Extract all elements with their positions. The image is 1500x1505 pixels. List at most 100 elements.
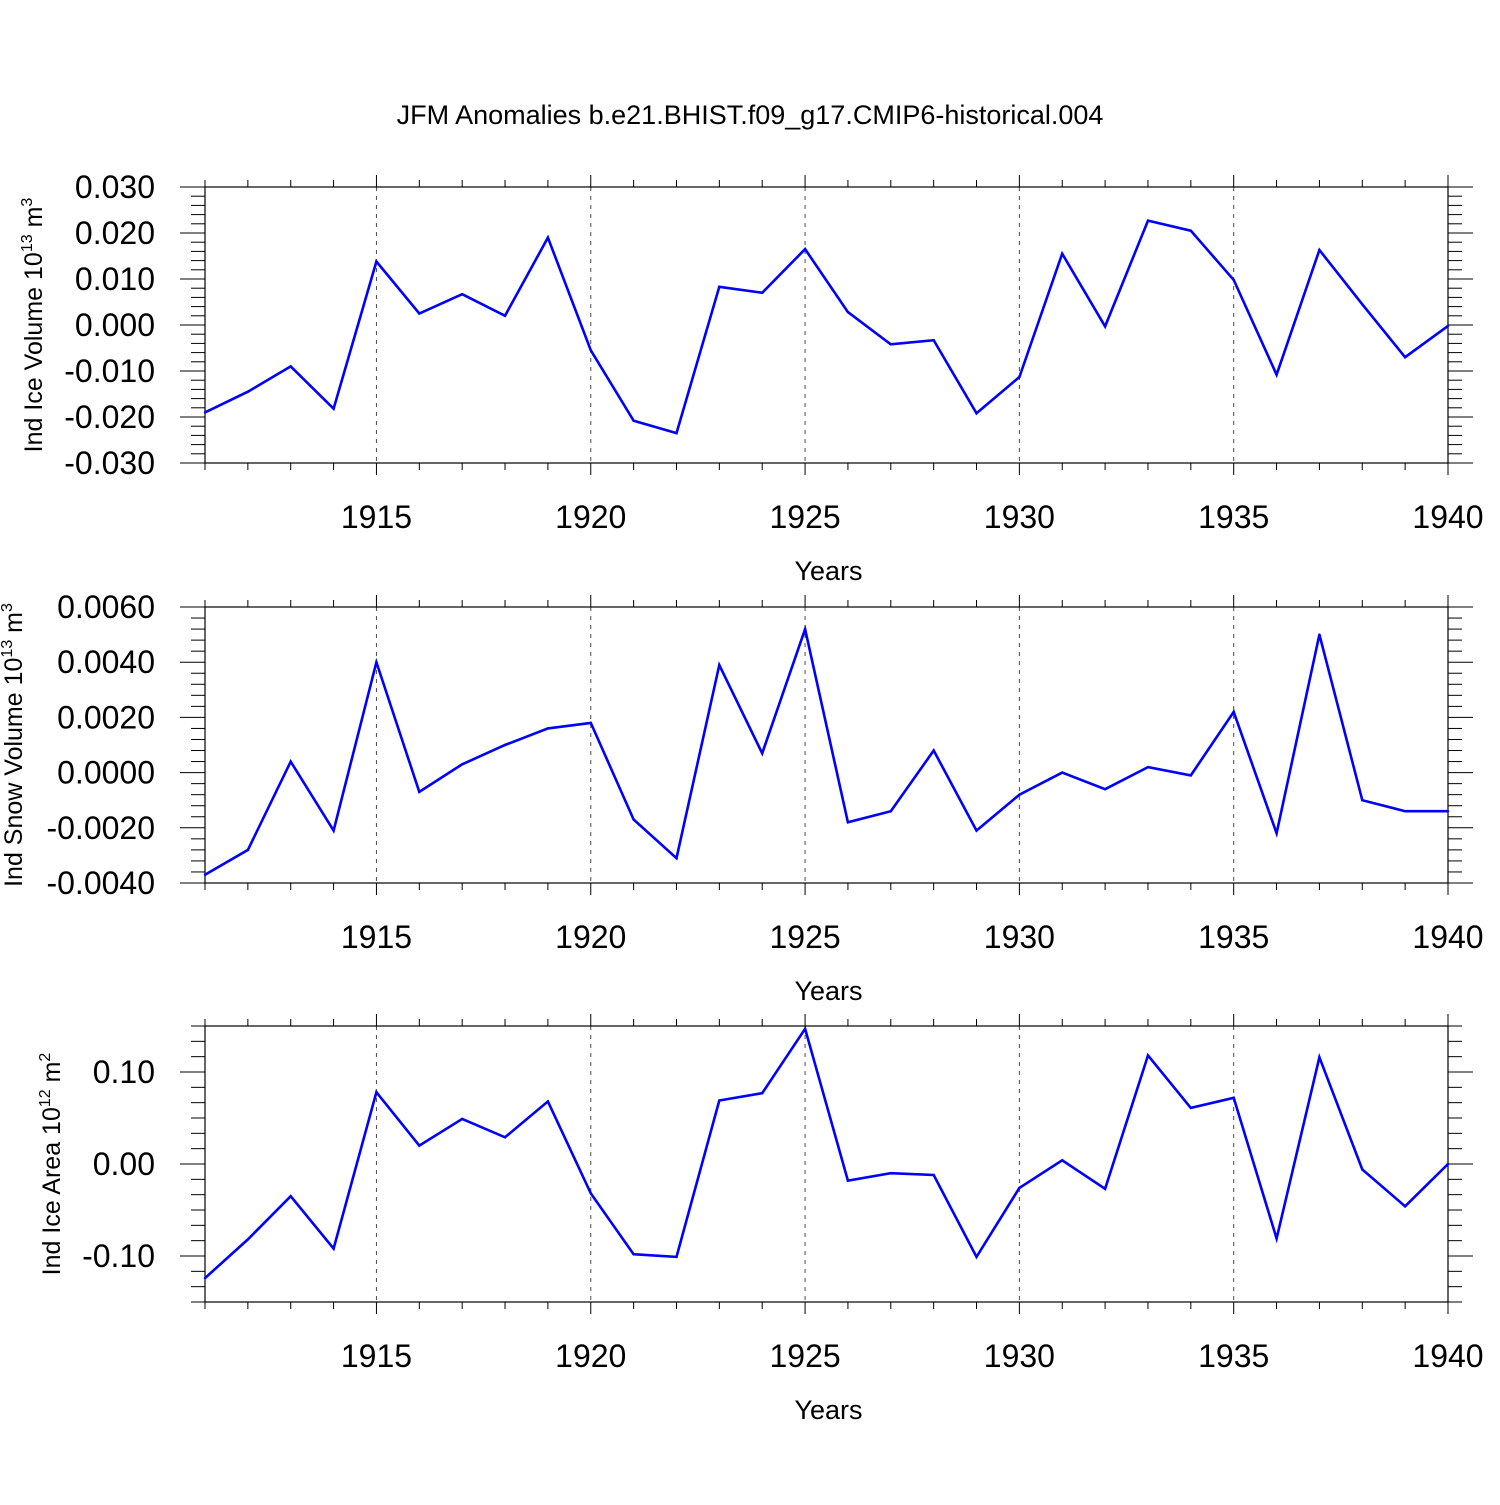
data-point [503, 1136, 507, 1139]
x-axis-label: Years [794, 556, 862, 586]
x-tick-label: 1930 [984, 919, 1055, 955]
panel-2: 1915 1920 1925 1930 1935 1940 Years -0.0040 -0.0… [0, 589, 1484, 1006]
data-point [1018, 793, 1021, 796]
plot-frame [204, 186, 1449, 464]
data-point [332, 829, 335, 832]
x-tick-label: 1930 [984, 1338, 1055, 1374]
data-point [1232, 1096, 1235, 1099]
data-point [675, 856, 678, 860]
data-point [632, 1252, 635, 1256]
x-tick-label: 1925 [769, 919, 840, 955]
data-point [1018, 1186, 1021, 1190]
data-point [932, 749, 935, 752]
data-point [203, 411, 207, 414]
data-point [375, 1091, 378, 1094]
data-point [1189, 774, 1193, 777]
data-point [203, 1276, 207, 1280]
data-point [546, 1100, 550, 1103]
panel-1: 1915 1920 1925 1930 1935 1940 Years -0.030 -0.02… [19, 169, 1484, 586]
data-point [1446, 324, 1450, 328]
data-point [246, 848, 250, 852]
data-point [1275, 373, 1278, 376]
y-tick-label: -0.10 [82, 1238, 155, 1274]
data-point [889, 1172, 892, 1175]
data-point [1189, 1106, 1193, 1110]
data-point [632, 419, 635, 422]
y-tick-label: 0.020 [75, 215, 155, 251]
data-point [375, 661, 378, 664]
data-point [1361, 1168, 1364, 1171]
data-point [1361, 799, 1364, 802]
data-point [846, 821, 850, 824]
data-point [1103, 787, 1107, 791]
y-tick-label: 0.10 [93, 1054, 155, 1090]
y-tick-label: 0.0000 [57, 755, 155, 791]
data-point [289, 1195, 292, 1198]
data-point [332, 407, 335, 410]
data-point [1146, 1054, 1150, 1057]
data-point [761, 1091, 764, 1095]
y-tick-label: -0.0040 [46, 865, 155, 901]
data-point [675, 1255, 678, 1259]
data-point [632, 818, 635, 821]
data-point [975, 412, 978, 415]
data-point [289, 760, 292, 763]
data-point [846, 310, 850, 314]
data-point [718, 663, 721, 667]
data-point [889, 810, 892, 813]
x-tick-label: 1940 [1412, 499, 1483, 535]
data-point [460, 763, 464, 766]
y-tick-label: 0.0040 [57, 644, 155, 680]
x-tick-label: 1935 [1198, 919, 1269, 955]
data-point [375, 260, 378, 263]
series-line [204, 624, 1448, 876]
data-point [1403, 810, 1407, 813]
plot-frame [204, 1025, 1449, 1303]
data-point [1103, 1187, 1107, 1191]
data-point [975, 1255, 978, 1259]
x-tick-label: 1935 [1198, 1338, 1269, 1374]
data-point [246, 390, 250, 393]
data-point [803, 1027, 807, 1030]
data-point [246, 1238, 250, 1241]
data-point [1275, 832, 1278, 835]
series-line [204, 219, 1449, 435]
x-tick-label: 1940 [1412, 919, 1483, 955]
data-point [1061, 252, 1064, 255]
x-axis-label: Years [794, 1395, 862, 1425]
y-tick-label: 0.030 [75, 169, 155, 205]
x-tick-label: 1920 [555, 499, 626, 535]
data-point [975, 829, 978, 832]
data-point [1446, 810, 1450, 813]
data-point [1018, 375, 1021, 379]
y-axis-label: Ind Ice Area 1012 m2 [37, 1053, 66, 1276]
x-tick-label: 1915 [341, 499, 412, 535]
data-point [1361, 303, 1364, 306]
x-tick-label: 1930 [984, 499, 1055, 535]
data-point [332, 1247, 335, 1250]
data-point [1318, 1056, 1321, 1059]
data-point [203, 873, 207, 876]
data-point [589, 349, 592, 352]
data-point [1318, 633, 1321, 636]
panel-3: 1915 1920 1925 1930 1935 1940 Years -0.10 0.00 0.… [37, 1014, 1484, 1425]
data-point [589, 721, 592, 725]
data-point [761, 752, 764, 755]
y-tick-label: -0.030 [64, 445, 155, 481]
y-tick-label: 0.0060 [57, 589, 155, 625]
data-point [1146, 219, 1150, 222]
y-axis-label: Ind Ice Volume 1013 m3 [19, 198, 48, 453]
plot-frame [204, 606, 1449, 884]
x-tick-label: 1915 [341, 1338, 412, 1374]
data-point [460, 292, 464, 296]
x-axis-label: Years [794, 976, 862, 1006]
data-point [803, 627, 807, 631]
data-point [1403, 1205, 1407, 1208]
data-point [418, 312, 421, 315]
data-point [1446, 1162, 1450, 1166]
data-point [589, 1192, 592, 1195]
y-tick-label: -0.010 [64, 353, 155, 389]
x-tick-label: 1925 [769, 499, 840, 535]
y-tick-label: -0.020 [64, 399, 155, 435]
data-point [418, 790, 421, 794]
